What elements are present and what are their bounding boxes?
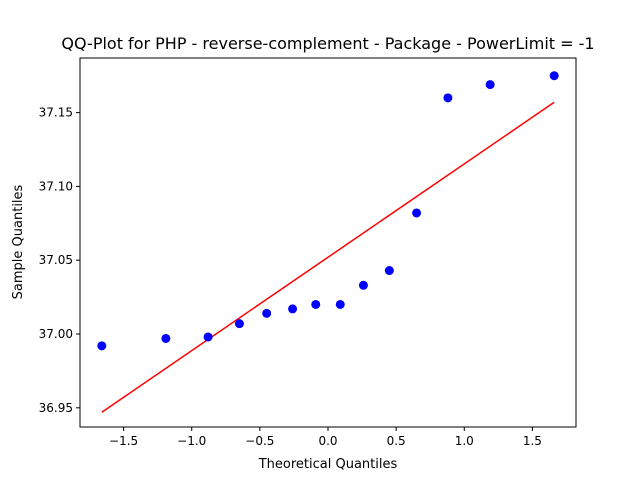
chart-title: QQ-Plot for PHP - reverse-complement - P… (61, 34, 594, 53)
data-point-7 (335, 299, 345, 309)
fit-line (101, 101, 555, 413)
data-point-1 (161, 333, 171, 343)
data-point-9 (384, 266, 394, 276)
data-point-8 (358, 280, 368, 290)
data-point-2 (203, 332, 213, 342)
x-axis-ticks: −1.5 −1.0 −0.5 0.0 0.5 1.0 1.5 (109, 427, 542, 448)
y-tick-label: 36.95 (39, 401, 73, 415)
y-axis-ticks: 36.95 37.00 37.05 37.10 37.15 (39, 106, 80, 415)
data-point-11 (443, 93, 453, 103)
x-axis-label: Theoretical Quantiles (258, 457, 398, 472)
y-tick-label: 37.00 (39, 327, 73, 341)
points-group (97, 71, 559, 351)
data-point-4 (262, 308, 272, 318)
x-tick-label: −1.5 (109, 434, 138, 448)
y-axis-label: Sample Quantiles (11, 184, 26, 299)
x-tick-label: 0.0 (318, 434, 337, 448)
y-tick-label: 37.15 (39, 106, 73, 120)
data-point-6 (311, 299, 321, 309)
x-tick-label: 1.5 (523, 434, 542, 448)
plot-area (80, 58, 576, 427)
data-point-5 (288, 304, 298, 314)
data-point-13 (549, 71, 559, 81)
fit-line-group (101, 101, 555, 413)
x-tick-label: 1.0 (455, 434, 474, 448)
x-tick-label: −1.0 (177, 434, 206, 448)
data-point-10 (412, 208, 422, 218)
x-tick-label: −0.5 (245, 434, 274, 448)
x-tick-label: 0.5 (387, 434, 406, 448)
data-point-12 (485, 80, 495, 90)
y-tick-label: 37.05 (39, 253, 73, 267)
data-point-0 (97, 341, 107, 351)
y-tick-label: 37.10 (39, 179, 73, 193)
data-point-3 (234, 319, 244, 329)
